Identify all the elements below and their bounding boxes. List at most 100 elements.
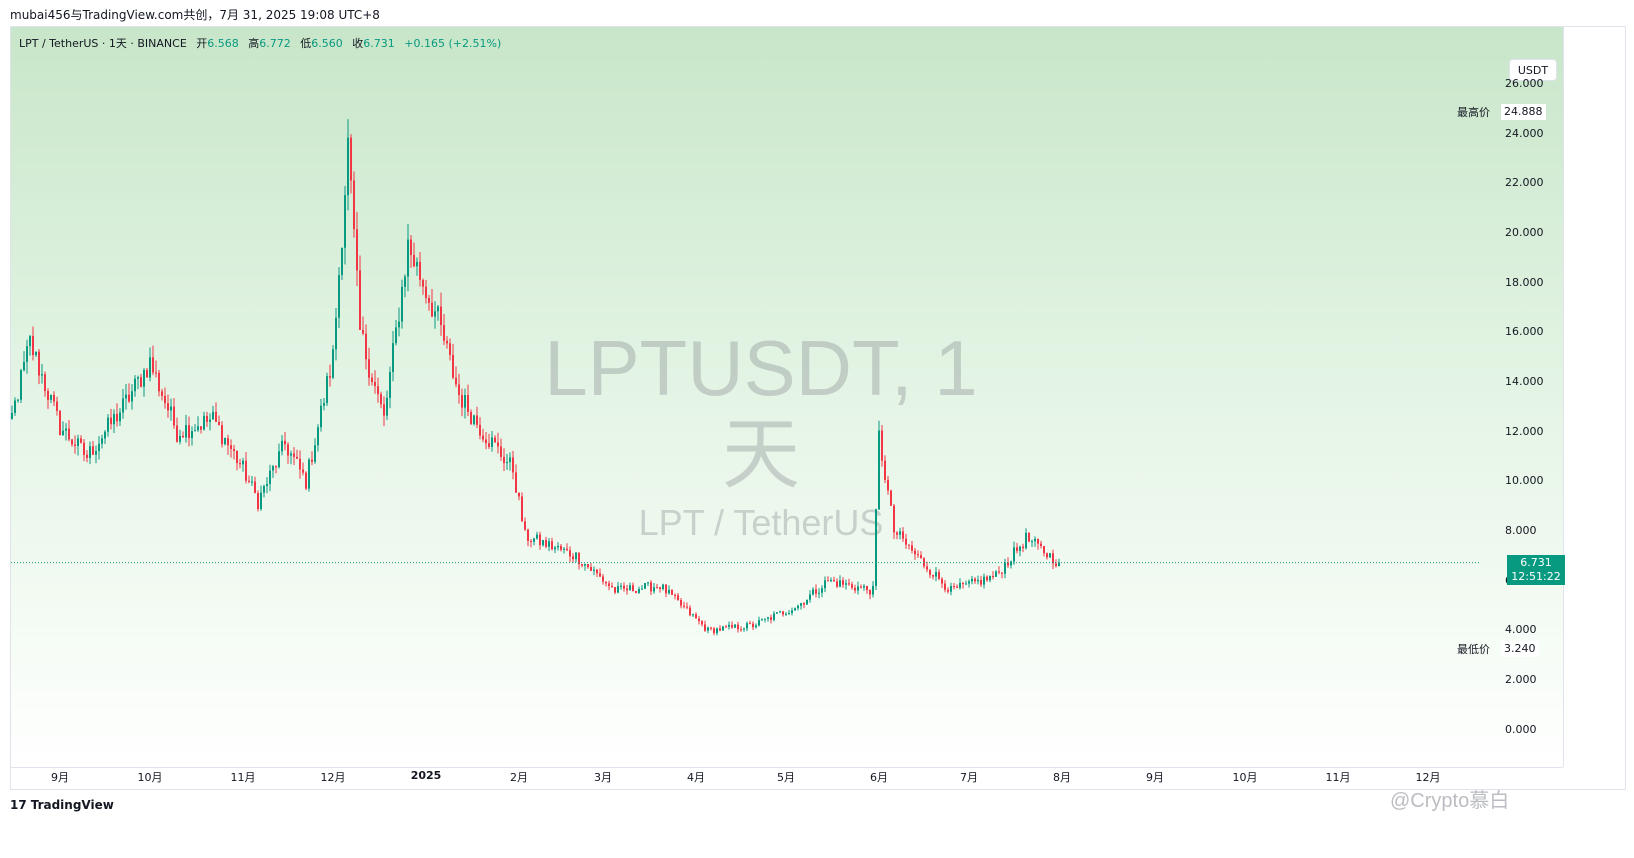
candle-body: [641, 588, 643, 590]
candle-body: [665, 584, 667, 594]
candle-body: [101, 438, 103, 444]
candle-body: [269, 470, 271, 485]
candle-body: [773, 613, 775, 620]
y-tick-label: 24.000: [1505, 126, 1544, 140]
candle-body: [761, 619, 763, 621]
last-price-tag: 6.731 12:51:22: [1507, 554, 1565, 585]
tradingview-footer[interactable]: 𝟭𝟳 TradingView: [10, 798, 114, 812]
candle-body: [113, 413, 115, 425]
candle-body: [407, 239, 409, 277]
currency-button[interactable]: USDT: [1509, 59, 1557, 81]
candle-body: [824, 580, 826, 589]
candle-body: [680, 599, 682, 606]
candle-body: [251, 481, 253, 483]
candle-body: [635, 590, 637, 593]
candle-body: [959, 582, 961, 588]
candle-body: [308, 459, 310, 489]
open-value: 6.568: [207, 37, 239, 50]
candle-body: [458, 384, 460, 396]
candle-body: [605, 581, 607, 584]
candle-body: [236, 450, 238, 464]
candle-body: [26, 346, 28, 362]
candle-body: [92, 446, 94, 455]
candle-body: [263, 486, 265, 493]
candle-body: [35, 351, 37, 356]
candle-body: [881, 430, 883, 461]
candle-body: [629, 585, 631, 591]
candle-body: [935, 571, 937, 577]
plot-area[interactable]: [11, 27, 1563, 767]
candle-body: [422, 279, 424, 287]
candle-body: [449, 343, 451, 355]
candle-body: [65, 428, 67, 431]
candle-body: [788, 613, 790, 615]
candle-body: [941, 578, 943, 584]
candle-body: [44, 374, 46, 392]
candle-body: [716, 628, 718, 634]
candle-body: [989, 575, 991, 581]
candle-body: [506, 462, 508, 464]
y-tick-label: 14.000: [1505, 375, 1544, 389]
candle-body: [614, 587, 616, 593]
candle-body: [587, 564, 589, 568]
candle-body: [377, 386, 379, 395]
candle-body: [905, 538, 907, 545]
y-tick-label: 0.000: [1505, 722, 1537, 736]
candle-body: [545, 540, 547, 547]
candle-body: [659, 587, 661, 590]
candle-body: [284, 440, 286, 445]
candle-body: [341, 247, 343, 276]
candle-body: [197, 426, 199, 431]
candle-body: [50, 394, 52, 400]
candle-body: [860, 586, 862, 588]
candle-body: [575, 552, 577, 560]
candle-body: [230, 445, 232, 449]
candle-body: [617, 586, 619, 593]
candle-body: [920, 555, 922, 559]
candle-body: [62, 430, 64, 436]
candle-body: [878, 430, 880, 510]
candle-body: [152, 357, 154, 373]
candle-body: [77, 438, 79, 446]
candle-body: [1031, 541, 1033, 543]
candles-layer: [11, 119, 1060, 636]
price-axis[interactable]: [1563, 27, 1625, 767]
candle-body: [533, 538, 535, 542]
candle-body: [527, 529, 529, 541]
candle-body: [752, 623, 754, 628]
candle-body: [437, 306, 439, 312]
candlestick-chart: [11, 119, 1479, 636]
candle-body: [1016, 547, 1018, 551]
candle-body: [71, 439, 73, 445]
candle-body: [677, 595, 679, 600]
candle-body: [992, 575, 994, 577]
candle-body: [749, 623, 751, 625]
candle-body: [599, 573, 601, 577]
candle-body: [116, 413, 118, 422]
candle-body: [125, 394, 127, 399]
candle-body: [392, 343, 394, 373]
candle-body: [413, 254, 415, 267]
candle-body: [803, 603, 805, 605]
symbol-label[interactable]: LPT / TetherUS · 1天 · BINANCE: [19, 37, 187, 50]
candle-body: [764, 618, 766, 620]
candle-body: [755, 625, 757, 628]
candle-body: [1007, 562, 1009, 566]
time-axis[interactable]: [11, 767, 1563, 789]
candle-body: [95, 451, 97, 455]
candle-body: [1049, 553, 1051, 558]
candle-body: [221, 425, 223, 445]
candle-body: [170, 406, 172, 411]
candle-body: [557, 546, 559, 548]
candle-body: [713, 628, 715, 634]
candle-body: [389, 372, 391, 398]
candle-body: [482, 435, 484, 440]
ohlc-legend: LPT / TetherUS · 1天 · BINANCE 开6.568 高6.…: [19, 35, 501, 51]
candle-body: [344, 195, 346, 248]
candle-body: [872, 585, 874, 595]
candle-body: [821, 588, 823, 593]
candle-body: [698, 618, 700, 622]
candle-body: [1034, 538, 1036, 542]
candle-body: [668, 589, 670, 594]
candle-body: [518, 492, 520, 497]
